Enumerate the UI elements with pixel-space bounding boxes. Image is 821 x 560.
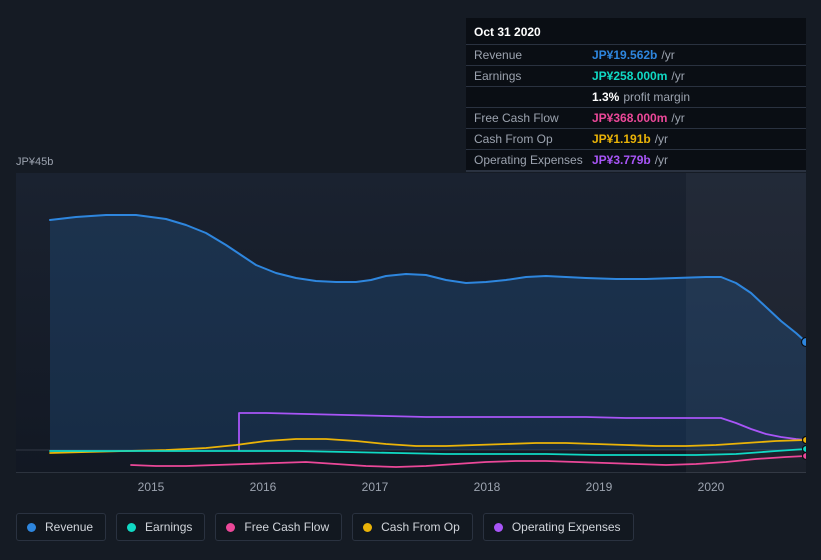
tooltip-row-value: JP¥19.562b bbox=[592, 48, 657, 62]
legend-item-earnings[interactable]: Earnings bbox=[116, 513, 205, 541]
chart-legend: Revenue Earnings Free Cash Flow Cash From O… bbox=[16, 513, 634, 541]
y-axis-label: JP¥45b bbox=[16, 156, 53, 168]
legend-item-cash_op[interactable]: Cash From Op bbox=[352, 513, 473, 541]
legend-item-fcf[interactable]: Free Cash Flow bbox=[215, 513, 342, 541]
series-end-marker-fcf bbox=[803, 453, 807, 460]
tooltip-row-note: 1.3% profit margin bbox=[466, 87, 806, 108]
legend-swatch-icon bbox=[27, 523, 36, 532]
tooltip-profit-margin-pct: 1.3% bbox=[592, 90, 619, 104]
legend-swatch-icon bbox=[226, 523, 235, 532]
tooltip-row-label: Free Cash Flow bbox=[474, 111, 592, 125]
tooltip-date: Oct 31 2020 bbox=[466, 18, 806, 45]
tooltip-row-value: JP¥368.000m bbox=[592, 111, 667, 125]
tooltip-row: Cash From OpJP¥1.191b/yr bbox=[466, 129, 806, 150]
x-axis-label: 2017 bbox=[362, 480, 389, 494]
legend-swatch-icon bbox=[127, 523, 136, 532]
series-end-marker-cash_op bbox=[803, 437, 807, 444]
tooltip-row-suffix: /yr bbox=[655, 153, 668, 167]
x-axis-label: 2015 bbox=[138, 480, 165, 494]
legend-item-label: Earnings bbox=[145, 520, 192, 534]
chart-tooltip: Oct 31 2020 RevenueJP¥19.562b/yrEarnings… bbox=[466, 18, 806, 172]
legend-item-label: Free Cash Flow bbox=[244, 520, 329, 534]
x-axis-label: 2019 bbox=[586, 480, 613, 494]
tooltip-row: EarningsJP¥258.000m/yr bbox=[466, 66, 806, 87]
tooltip-row: Operating ExpensesJP¥3.779b/yr bbox=[466, 150, 806, 170]
series-end-marker-earnings bbox=[803, 446, 807, 453]
tooltip-row-value: JP¥258.000m bbox=[592, 69, 667, 83]
legend-swatch-icon bbox=[494, 523, 503, 532]
legend-item-label: Cash From Op bbox=[381, 520, 460, 534]
legend-item-opex[interactable]: Operating Expenses bbox=[483, 513, 634, 541]
tooltip-row-label: Operating Expenses bbox=[474, 153, 592, 167]
tooltip-row-label: Revenue bbox=[474, 48, 592, 62]
tooltip-row-label: Cash From Op bbox=[474, 132, 592, 146]
tooltip-row-suffix: /yr bbox=[671, 69, 684, 83]
tooltip-row: RevenueJP¥19.562b/yr bbox=[466, 45, 806, 66]
legend-item-label: Revenue bbox=[45, 520, 93, 534]
tooltip-profit-margin-label: profit margin bbox=[623, 90, 690, 104]
tooltip-row-value: JP¥3.779b bbox=[592, 153, 651, 167]
tooltip-row: Free Cash FlowJP¥368.000m/yr bbox=[466, 108, 806, 129]
series-end-marker-revenue bbox=[802, 338, 807, 347]
legend-item-label: Operating Expenses bbox=[512, 520, 621, 534]
financials-chart: JP¥45bJP¥0-JP¥5b bbox=[16, 155, 806, 475]
x-axis: 2015 2016 2017 2018 2019 2020 bbox=[16, 480, 806, 500]
tooltip-row-suffix: /yr bbox=[671, 111, 684, 125]
tooltip-row-label: Earnings bbox=[474, 69, 592, 83]
x-axis-label: 2016 bbox=[250, 480, 277, 494]
x-axis-label: 2018 bbox=[474, 480, 501, 494]
legend-swatch-icon bbox=[363, 523, 372, 532]
x-axis-label: 2020 bbox=[698, 480, 725, 494]
chart-plot[interactable] bbox=[16, 173, 806, 473]
tooltip-row-suffix: /yr bbox=[661, 48, 674, 62]
tooltip-row-value: JP¥1.191b bbox=[592, 132, 651, 146]
legend-item-revenue[interactable]: Revenue bbox=[16, 513, 106, 541]
tooltip-row-suffix: /yr bbox=[655, 132, 668, 146]
